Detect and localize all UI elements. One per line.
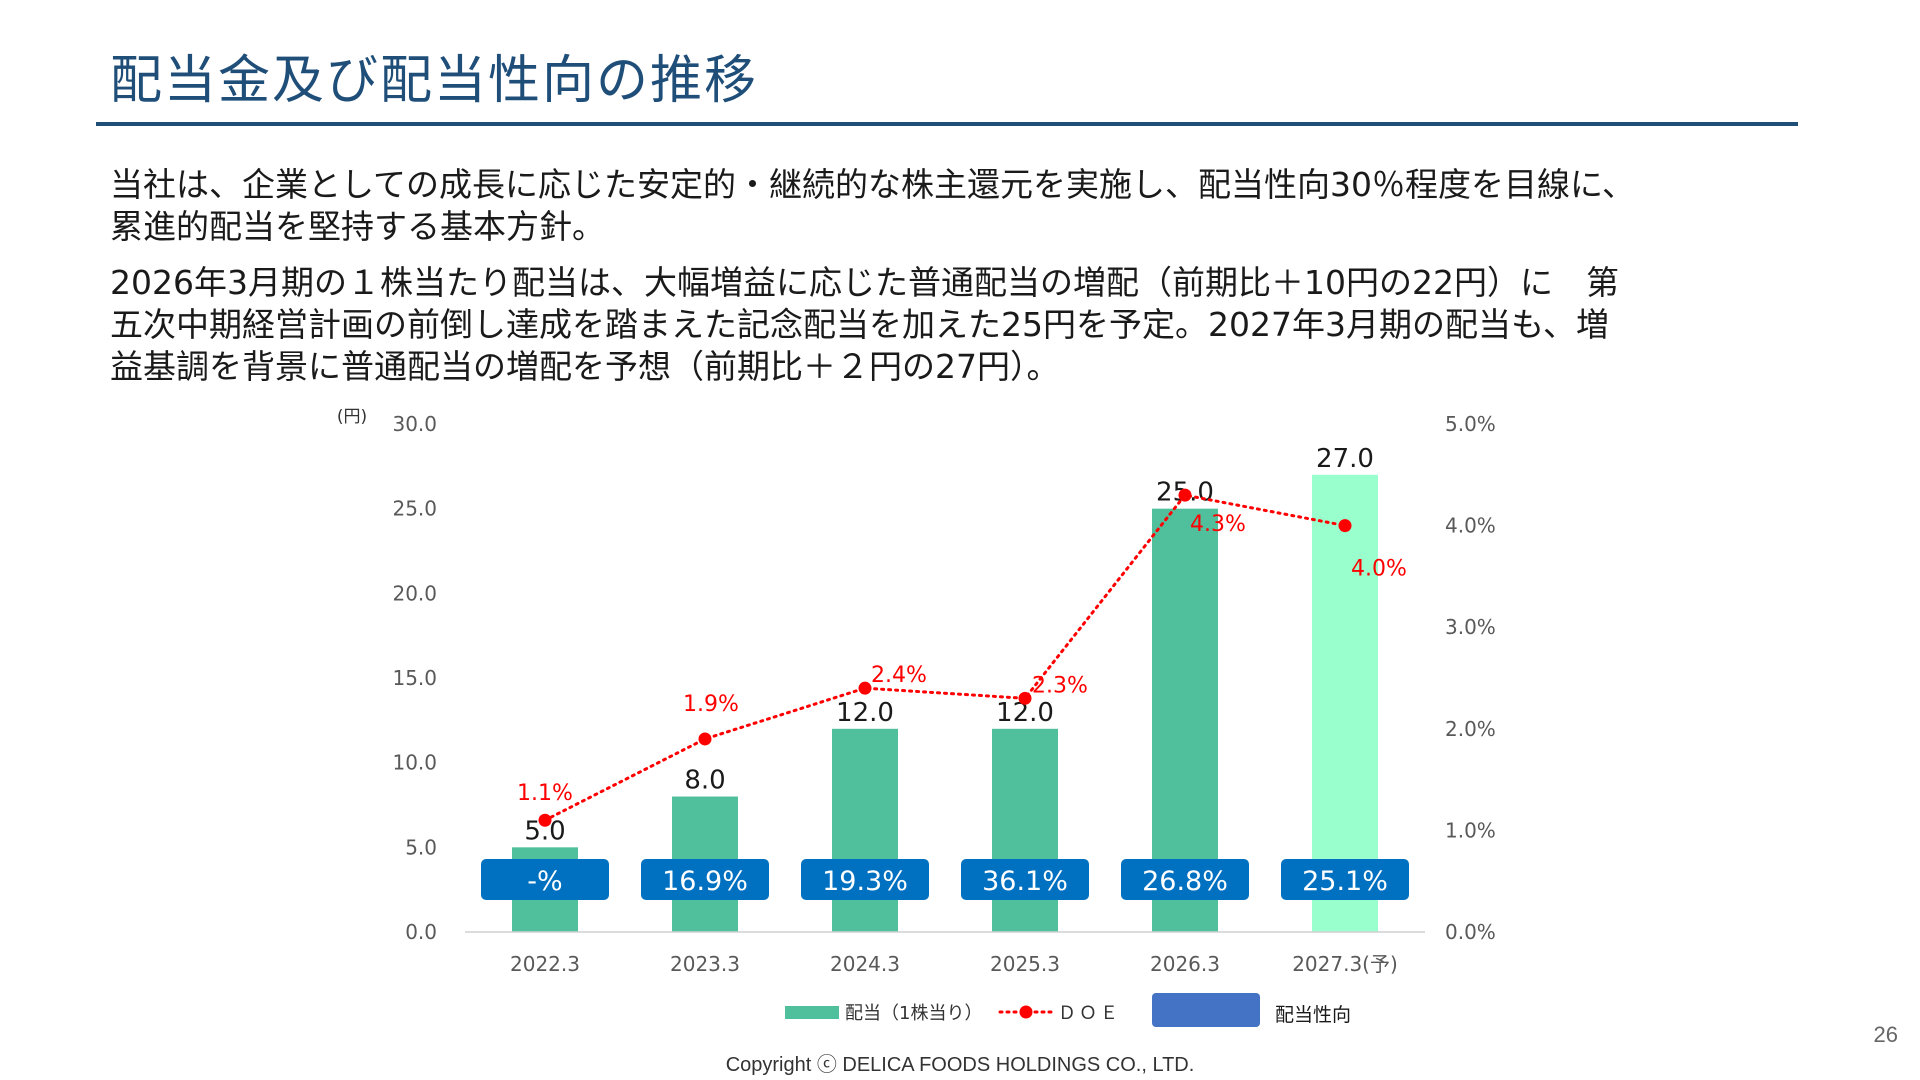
dividend-bar — [832, 728, 898, 932]
doe-point — [858, 681, 872, 695]
x-tick-label: 2024.3 — [830, 952, 900, 976]
payout-ratio-box — [641, 859, 769, 900]
payout-ratio-label: 25.1% — [1302, 866, 1388, 897]
y-axis-ticks: 0.0 5.0 10.0 15.0 20.0 25.0 30.0 0.0% 1.0% 2.0% 3.… — [337, 407, 1496, 944]
page-title: 配当金及び配当性向の推移 — [110, 51, 759, 111]
doe-label: 4.3% — [1190, 512, 1246, 537]
forecast-paragraph: 2026年3月期の１株当たり配当は、大幅増益に応じた普通配当の増配（前期比＋10… — [110, 263, 1619, 386]
payout-ratio-label: 26.8% — [1142, 866, 1228, 897]
doe-point — [1178, 488, 1192, 502]
payout-ratio-boxes: -% 16.9% 19.3% 36.1% 26.8% 25.1% — [481, 859, 1409, 900]
payout-ratio-label: 19.3% — [822, 866, 908, 897]
doe-point — [1018, 691, 1032, 705]
doe-point — [538, 813, 552, 827]
payout-ratio-box — [1281, 859, 1409, 900]
payout-ratio-box — [1121, 859, 1249, 900]
bar-value-label: 12.0 — [836, 698, 894, 728]
y-tick-label: 10.0 — [392, 751, 437, 775]
y-tick-label: 20.0 — [392, 581, 437, 605]
legend-payout-swatch — [1152, 993, 1260, 1027]
y2-tick-label: 0.0% — [1445, 920, 1496, 944]
x-tick-label: 2022.3 — [510, 952, 580, 976]
payout-ratio-box — [801, 859, 929, 900]
dividend-bar — [992, 728, 1058, 932]
x-tick-label: 2026.3 — [1150, 952, 1220, 976]
doe-label: 1.1% — [517, 781, 573, 806]
y2-tick-label: 3.0% — [1445, 615, 1496, 639]
legend-doe-label: ＤＯＥ — [1058, 1003, 1121, 1024]
x-tick-label: 2027.3(予) — [1292, 952, 1398, 976]
legend-payout-label: 配当性向 — [1275, 1004, 1351, 1026]
y-tick-label: 15.0 — [392, 666, 437, 690]
y2-tick-label: 4.0% — [1445, 514, 1496, 538]
x-axis: 2022.3 2023.3 2024.3 2025.3 2026.3 2027.3(予) — [465, 931, 1425, 976]
doe-label: 2.4% — [871, 663, 927, 688]
page-number: 26 — [1873, 1022, 1898, 1047]
y-tick-label: 0.0 — [405, 920, 437, 944]
x-tick-label: 2023.3 — [670, 952, 740, 976]
y-tick-label: 25.0 — [392, 497, 437, 521]
dividend-bar — [1312, 474, 1378, 932]
legend-bar-swatch — [785, 1006, 839, 1019]
payout-ratio-label: 16.9% — [662, 866, 748, 897]
bar-value-label: 8.0 — [684, 766, 725, 796]
y-unit-label: (円) — [337, 407, 367, 427]
legend: 配当（1株当り） ＤＯＥ 配当性向 — [785, 993, 1351, 1027]
doe-point — [698, 732, 712, 746]
y-tick-label: 5.0 — [405, 835, 437, 859]
y-tick-label: 30.0 — [392, 412, 437, 436]
legend-bar-label: 配当（1株当り） — [845, 1003, 982, 1024]
doe-label: 4.0% — [1351, 557, 1407, 582]
y2-tick-label: 2.0% — [1445, 717, 1496, 741]
doe-line-series: 1.1% 1.9% 2.4% 2.3% 4.3% 4.0% — [517, 488, 1407, 827]
doe-line — [543, 493, 1347, 822]
bar-value-label: 27.0 — [1316, 444, 1374, 474]
payout-ratio-box — [481, 859, 609, 900]
payout-ratio-label: 36.1% — [982, 866, 1068, 897]
bar-value-labels: 5.08.012.012.025.027.0 — [524, 444, 1374, 847]
copyright: Copyright ⓒ DELICA FOODS HOLDINGS CO., L… — [725, 1054, 1195, 1076]
x-tick-label: 2025.3 — [990, 952, 1060, 976]
title-divider — [96, 122, 1798, 126]
payout-ratio-label: -% — [527, 866, 562, 897]
y2-tick-label: 5.0% — [1445, 412, 1496, 436]
legend-doe-marker — [1019, 1005, 1033, 1019]
payout-ratio-box — [961, 859, 1089, 900]
y2-tick-label: 1.0% — [1445, 818, 1496, 842]
doe-label: 2.3% — [1032, 673, 1088, 698]
doe-label: 1.9% — [683, 692, 739, 717]
doe-point — [1338, 519, 1352, 533]
policy-paragraph: 当社は、企業としての成長に応じた安定的・継続的な株主還元を実施し、配当性向30％… — [110, 165, 1636, 246]
